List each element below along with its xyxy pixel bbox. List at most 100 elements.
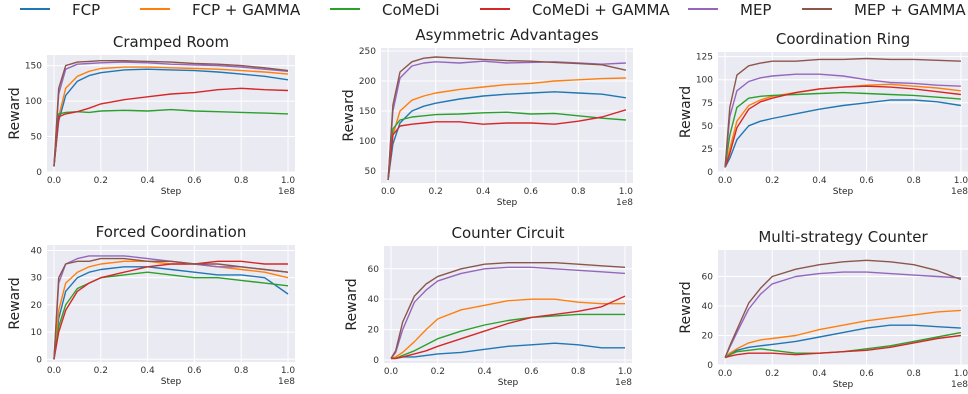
series-line-fcp xyxy=(387,91,627,181)
y-axis-label: Reward xyxy=(678,281,694,333)
y-tick-label: 40 xyxy=(368,295,380,305)
legend-entry-3: CoMeDi + GAMMA xyxy=(480,1,670,19)
x-tick-label: 0.2 xyxy=(94,366,108,376)
x-tick-label: 0.4 xyxy=(477,367,492,377)
x-axis-exponent: 1e8 xyxy=(951,380,968,390)
chart-panel-2: 0.0 0.2 0.4 0.6 0.8 1.0 0 25 50 75 100 125 Coordinat… xyxy=(678,30,968,197)
series-line-fcp-gamma xyxy=(724,309,961,359)
x-tick-label: 0.8 xyxy=(234,176,249,186)
series-line-fcp-gamma xyxy=(390,298,625,360)
chart-title: Counter Circuit xyxy=(452,224,565,242)
chart-panel-5: 0.0 0.2 0.4 0.6 0.8 1.0 0 20 40 60 Multi-strategy … xyxy=(678,228,968,390)
legend-entry-2: CoMeDi xyxy=(330,1,440,19)
y-tick-label: 30 xyxy=(31,274,43,284)
y-tick-label: 0 xyxy=(36,168,42,178)
chart-panel-3: 0.0 0.2 0.4 0.6 0.8 1.0 0 10 20 30 40 Forced Coordi… xyxy=(7,223,295,387)
series-line-comedi-gamma xyxy=(53,87,289,167)
y-tick-label: 200 xyxy=(359,77,376,87)
legend-entry-5: MEP + GAMMA xyxy=(802,1,966,19)
y-tick-label: 40 xyxy=(702,302,714,312)
series-line-comedi xyxy=(53,271,289,360)
y-tick-label: 100 xyxy=(359,137,376,147)
chart-panel-4: 0.0 0.2 0.4 0.6 0.8 1.0 0 20 40 60 Counter Circuit… xyxy=(344,224,632,388)
x-axis-exponent: 1e8 xyxy=(278,377,295,387)
y-tick-label: 40 xyxy=(31,246,43,256)
y-tick-label: 100 xyxy=(696,76,713,86)
chart-panel-0: 0.0 0.2 0.4 0.6 0.8 1.0 0 50 100 150 Cramped Room S… xyxy=(7,33,295,197)
series-group xyxy=(53,255,289,360)
x-tick-label: 0.2 xyxy=(429,187,443,197)
x-tick-label: 0.2 xyxy=(765,176,779,186)
y-tick-label: 25 xyxy=(702,145,713,155)
legend-label: FCP + GAMMA xyxy=(192,1,301,19)
x-axis-label: Step xyxy=(161,187,182,197)
y-tick-label: 50 xyxy=(365,167,377,177)
series-line-fcp xyxy=(53,266,289,360)
y-axis-label: Reward xyxy=(341,89,357,141)
series-line-comedi-gamma xyxy=(391,295,626,360)
plot-area xyxy=(718,52,968,172)
x-tick-label: 0.8 xyxy=(571,367,586,377)
y-tick-label: 60 xyxy=(702,273,714,283)
x-axis-exponent: 1e8 xyxy=(951,187,968,197)
x-tick-label: 0.2 xyxy=(431,367,445,377)
series-line-mep xyxy=(390,266,626,359)
x-tick-label: 0.6 xyxy=(859,176,874,186)
x-tick-label: 1.0 xyxy=(618,367,633,377)
series-group xyxy=(724,57,962,168)
series-line-comedi-gamma xyxy=(724,85,961,168)
x-tick-label: 0.8 xyxy=(907,176,922,186)
plot-area xyxy=(381,48,633,183)
series-line-comedi-gamma xyxy=(724,334,961,359)
x-tick-label: 0.4 xyxy=(812,369,827,379)
plot-area xyxy=(47,55,295,172)
series-line-fcp xyxy=(724,324,961,359)
x-tick-label: 0.4 xyxy=(812,176,827,186)
x-tick-label: 0.0 xyxy=(718,176,733,186)
x-tick-label: 1.0 xyxy=(954,369,968,379)
legend-entry-4: MEP xyxy=(688,1,771,19)
x-tick-label: 0.6 xyxy=(859,369,874,379)
x-axis-exponent: 1e8 xyxy=(616,198,633,208)
y-tick-label: 150 xyxy=(25,62,42,72)
y-tick-label: 250 xyxy=(359,47,376,57)
series-line-mep xyxy=(724,271,961,358)
y-tick-label: 150 xyxy=(359,107,376,117)
series-line-mep xyxy=(53,61,289,167)
x-axis-label: Step xyxy=(833,380,854,390)
series-line-fcp-gamma xyxy=(53,260,289,360)
x-tick-label: 1.0 xyxy=(281,176,296,186)
x-tick-label: 0.8 xyxy=(907,369,922,379)
x-tick-label: 0.8 xyxy=(571,187,586,197)
chart-title: Multi-strategy Counter xyxy=(758,228,928,246)
chart-title: Coordination Ring xyxy=(776,30,910,48)
y-tick-label: 20 xyxy=(702,332,714,342)
series-line-mep-gamma xyxy=(53,60,289,167)
x-tick-label: 0.0 xyxy=(718,369,733,379)
plot-area xyxy=(384,246,632,363)
series-line-mep-gamma xyxy=(387,56,627,181)
x-tick-label: 0.4 xyxy=(476,187,491,197)
y-axis-label: Reward xyxy=(344,278,360,330)
series-group xyxy=(53,60,289,167)
x-tick-label: 0.6 xyxy=(187,176,202,186)
x-tick-label: 0.6 xyxy=(524,367,539,377)
y-tick-label: 100 xyxy=(25,97,42,107)
chart-title: Asymmetric Advantages xyxy=(415,26,599,44)
y-tick-label: 0 xyxy=(707,168,713,178)
x-tick-label: 0.8 xyxy=(234,366,249,376)
y-tick-label: 10 xyxy=(31,328,43,338)
series-line-comedi xyxy=(387,111,626,181)
series-line-fcp-gamma xyxy=(53,66,289,167)
series-line-mep-gamma xyxy=(724,259,962,358)
legend-entry-0: FCP xyxy=(20,1,100,19)
x-axis-label: Step xyxy=(498,378,519,388)
legend-label: CoMeDi xyxy=(382,1,440,19)
x-tick-label: 0.0 xyxy=(47,366,62,376)
x-tick-label: 1.0 xyxy=(281,366,296,376)
y-tick-label: 125 xyxy=(696,53,713,63)
legend-label: MEP xyxy=(740,1,771,19)
chart-panel-1: 0.0 0.2 0.4 0.6 0.8 1.0 50 100 150 200 250 Asymmetr… xyxy=(341,26,633,208)
